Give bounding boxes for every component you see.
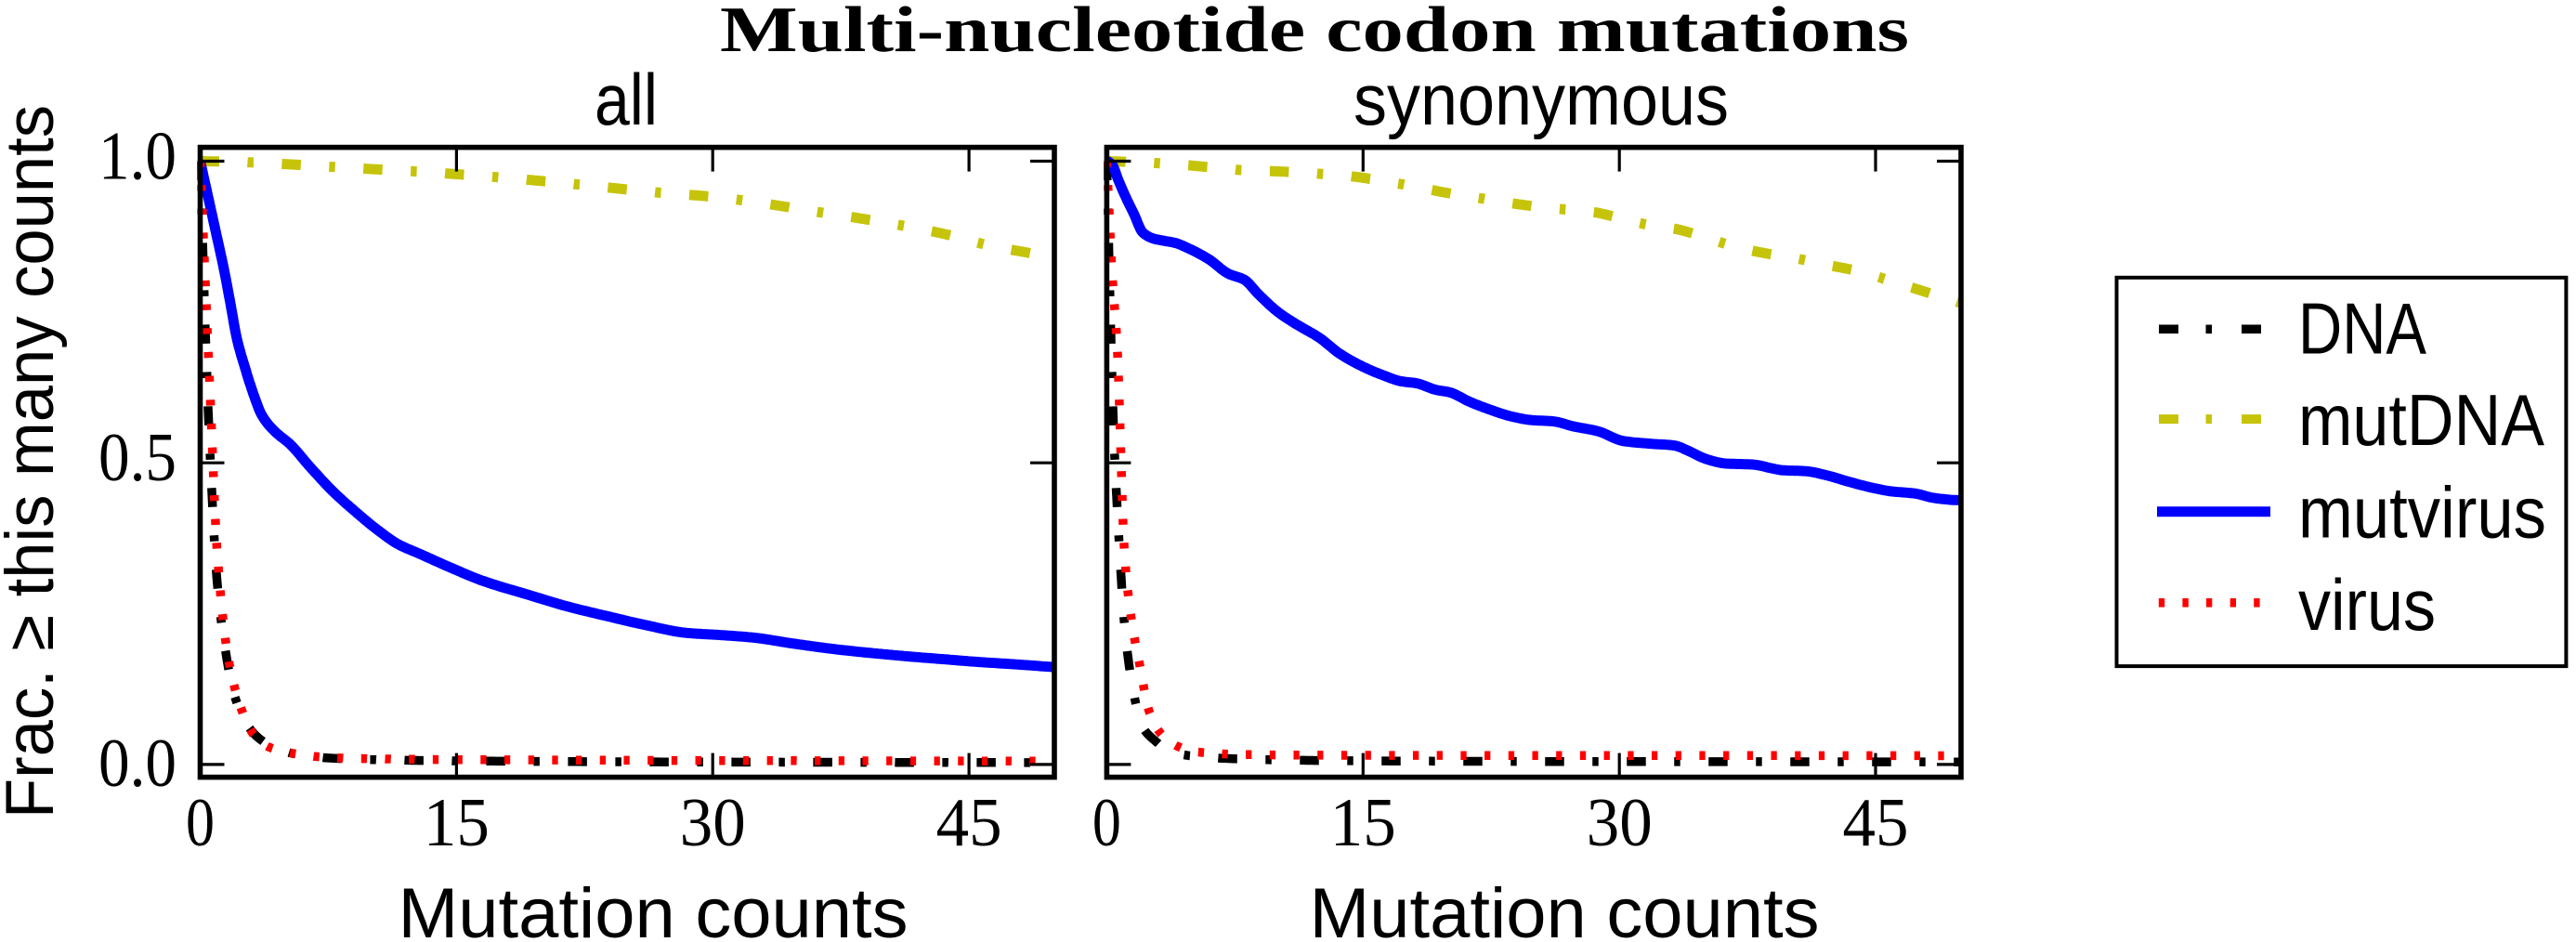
svg-text:15: 15 <box>424 785 490 861</box>
svg-text:0.0: 0.0 <box>98 726 177 802</box>
svg-text:0.5: 0.5 <box>98 420 177 496</box>
svg-text:Frac. ≥ this many counts: Frac. ≥ this many counts <box>0 105 68 818</box>
svg-text:DNA: DNA <box>2298 288 2426 370</box>
svg-text:all: all <box>595 59 658 140</box>
svg-text:Mutation counts: Mutation counts <box>399 874 909 942</box>
svg-text:synonymous: synonymous <box>1353 59 1729 140</box>
svg-text:30: 30 <box>680 785 746 861</box>
svg-text:mutDNA: mutDNA <box>2298 379 2544 461</box>
svg-text:45: 45 <box>1843 785 1909 861</box>
svg-text:virus: virus <box>2298 564 2436 646</box>
svg-text:0: 0 <box>1092 785 1121 861</box>
svg-text:mutvirus: mutvirus <box>2298 472 2546 554</box>
svg-text:15: 15 <box>1330 785 1396 861</box>
svg-text:45: 45 <box>936 785 1002 861</box>
svg-text:30: 30 <box>1587 785 1653 861</box>
svg-text:1.0: 1.0 <box>98 119 177 195</box>
svg-text:Multi-nucleotide codon mutatio: Multi-nucleotide codon mutations <box>720 0 1909 66</box>
svg-text:0: 0 <box>186 785 215 861</box>
svg-text:Mutation counts: Mutation counts <box>1310 874 1820 942</box>
